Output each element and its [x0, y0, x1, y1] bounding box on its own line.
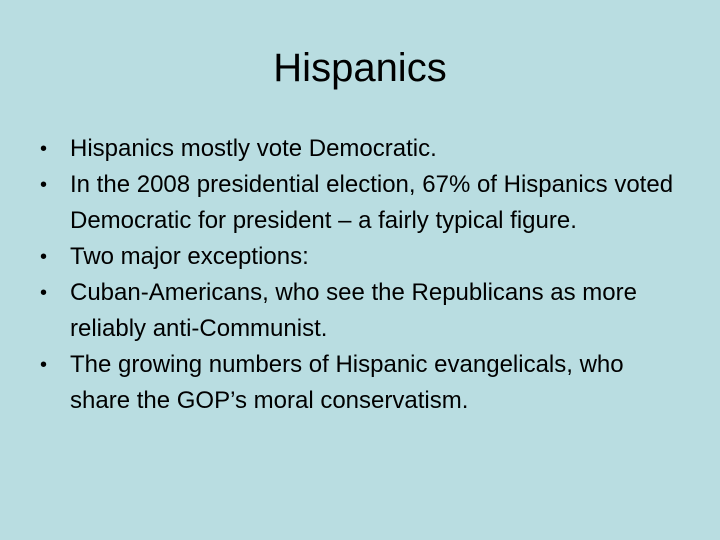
bullet-marker: •: [40, 246, 48, 268]
bullet-marker: •: [40, 282, 48, 304]
bullet-text: In the 2008 presidential election, 67% o…: [70, 171, 674, 234]
slide-title: Hispanics: [273, 46, 447, 90]
bullet-text: Hispanics mostly vote Democratic.: [70, 135, 437, 162]
bullet-text: Two major exceptions:: [70, 243, 309, 270]
bullet-marker: •: [40, 354, 48, 376]
bullet-text: Cuban-Americans, who see the Republicans…: [70, 279, 637, 342]
bullet-marker: •: [40, 138, 48, 160]
bullet-marker: •: [40, 174, 48, 196]
bullet-item: • Hispanics mostly vote Democratic.: [36, 131, 686, 167]
bullet-item: • The growing numbers of Hispanic evange…: [36, 347, 686, 419]
bullet-item: • In the 2008 presidential election, 67%…: [36, 167, 686, 239]
bullet-text: The growing numbers of Hispanic evangeli…: [70, 351, 624, 414]
bullet-item: • Cuban-Americans, who see the Republica…: [36, 275, 686, 347]
bullet-item: • Two major exceptions:: [36, 239, 686, 275]
bullet-list: • Hispanics mostly vote Democratic. • In…: [36, 131, 686, 419]
